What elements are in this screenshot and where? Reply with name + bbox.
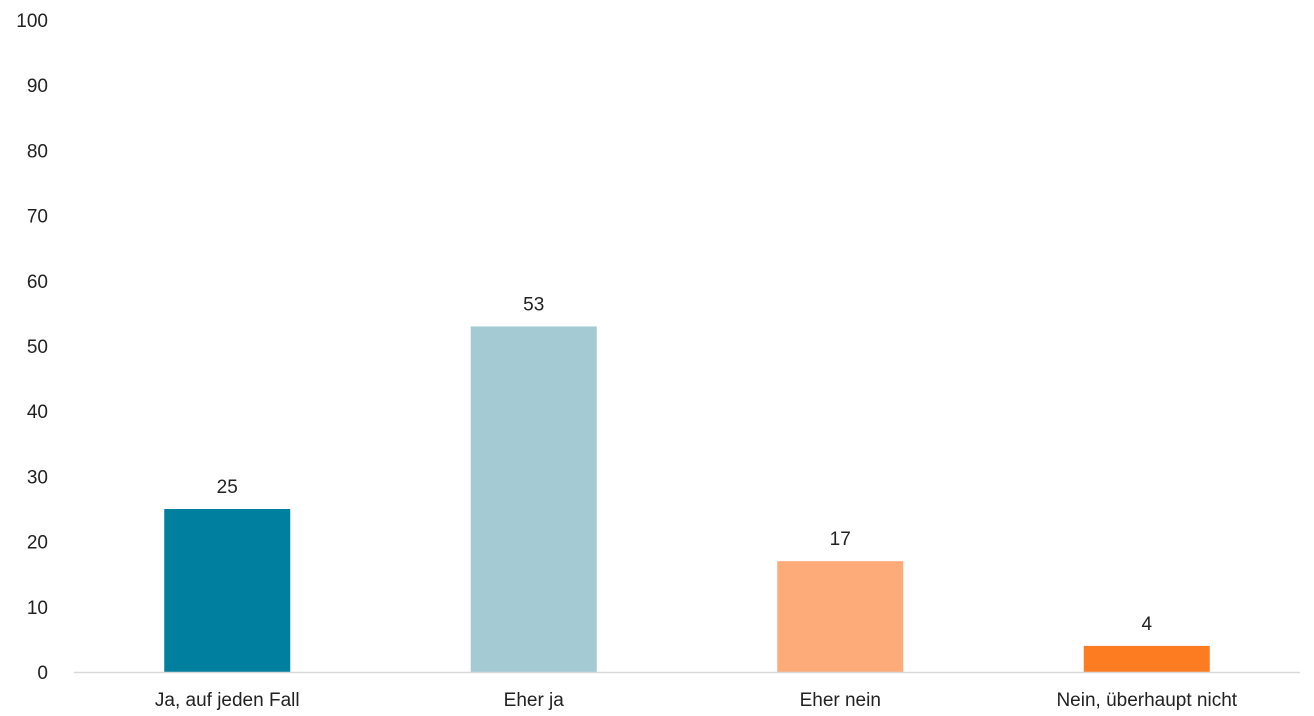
- y-tick-label: 0: [37, 663, 48, 684]
- x-tick-label: Ja, auf jeden Fall: [155, 690, 300, 711]
- x-axis: Ja, auf jeden Fall Eher ja Eher nein Nein, …: [155, 690, 1238, 711]
- y-tick-label: 40: [27, 402, 48, 423]
- bar: [777, 561, 904, 672]
- bars: [164, 326, 1210, 672]
- y-tick-label: 50: [27, 337, 48, 358]
- data-label: 53: [523, 294, 544, 315]
- data-labels: 25 53 17 4: [217, 294, 1153, 634]
- y-tick-label: 100: [16, 11, 48, 32]
- x-tick-label: Eher ja: [504, 690, 565, 711]
- y-tick-label: 90: [27, 76, 48, 97]
- y-tick-label: 80: [27, 141, 48, 162]
- y-tick-label: 20: [27, 533, 48, 554]
- y-tick-label: 70: [27, 207, 48, 228]
- y-tick-label: 10: [27, 598, 48, 619]
- data-label: 25: [217, 477, 238, 498]
- bar: [1083, 645, 1210, 672]
- x-tick-label: Eher nein: [800, 690, 881, 711]
- y-tick-label: 30: [27, 467, 48, 488]
- y-tick-label: 60: [27, 272, 48, 293]
- data-label: 17: [830, 529, 851, 550]
- bar: [470, 326, 597, 672]
- bar: [164, 509, 291, 672]
- x-tick-label: Nein, überhaupt nicht: [1056, 690, 1237, 711]
- y-axis: 0 10 20 30 40 50 60 70 80 90 100: [16, 11, 48, 684]
- data-label: 4: [1141, 614, 1152, 635]
